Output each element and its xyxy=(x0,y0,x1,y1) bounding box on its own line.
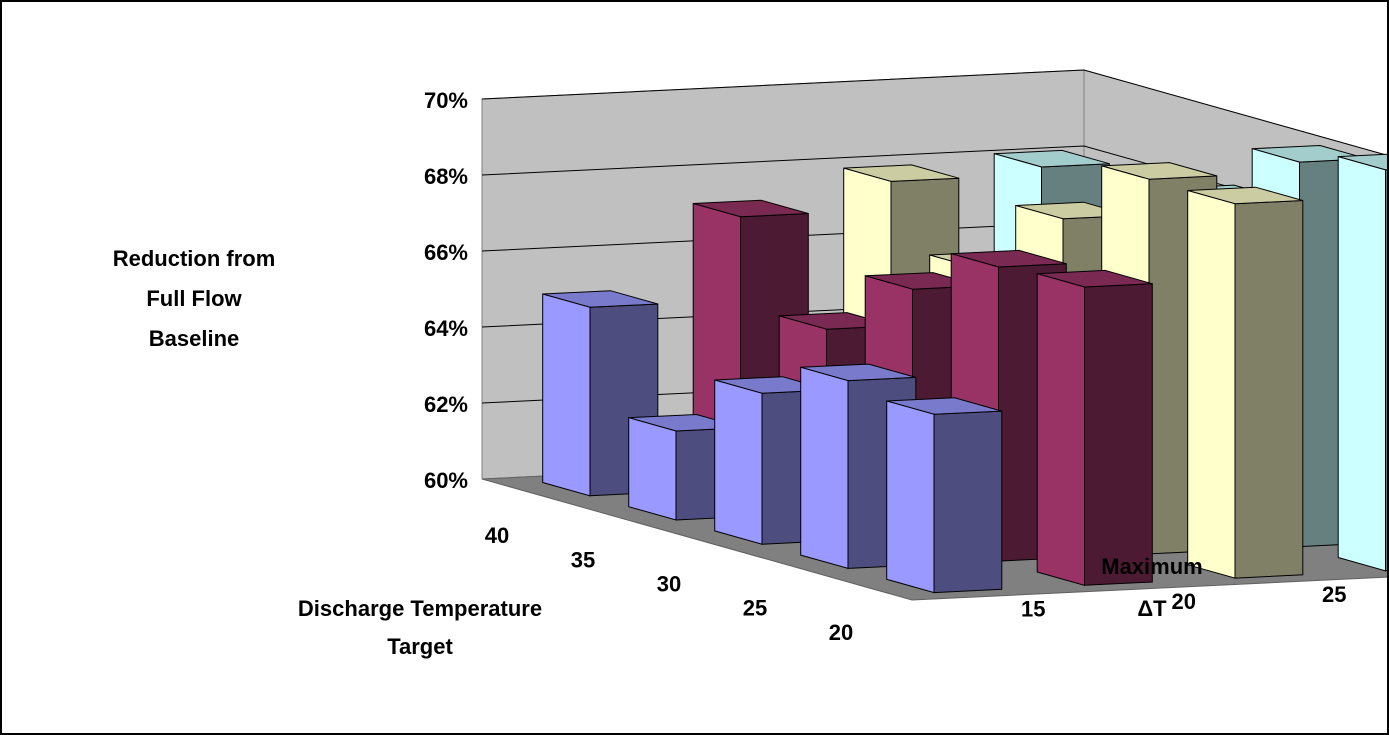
bar-20-dt-20 xyxy=(1037,270,1152,585)
bar-front xyxy=(629,418,676,520)
depth-tick-label: 25 xyxy=(1322,582,1346,607)
depth-tick-label: 20 xyxy=(1172,589,1196,614)
bar-front xyxy=(715,380,762,544)
y-tick-label: 60% xyxy=(424,468,468,493)
y-tick-label: 70% xyxy=(424,88,468,113)
bar-20-dt-25 xyxy=(1188,187,1303,578)
bar-side xyxy=(934,411,1002,592)
bar-front xyxy=(887,401,934,593)
x-axis-title-line: Discharge Temperature xyxy=(298,596,542,621)
bar-side xyxy=(1235,201,1303,579)
y-axis-title: Reduction from Full Flow Baseline xyxy=(113,246,276,351)
x-tick-label: 25 xyxy=(743,596,767,621)
x-axis-title-line: Target xyxy=(387,634,453,659)
bar-20-dt-15 xyxy=(887,398,1002,593)
y-axis-title-line: Full Flow xyxy=(146,286,242,311)
y-axis-title-line: Reduction from xyxy=(113,246,276,271)
bar-side xyxy=(1085,284,1153,586)
bar-front xyxy=(801,367,848,568)
bar-front xyxy=(1338,157,1385,571)
bar-front xyxy=(543,294,590,496)
x-axis-title: Discharge Temperature Target xyxy=(298,596,542,659)
y-tick-label: 68% xyxy=(424,164,468,189)
depth-tick-label: 15 xyxy=(1021,596,1045,621)
x-tick-label: 30 xyxy=(657,572,681,597)
bar-20-dt-30 xyxy=(1338,153,1387,571)
bar-front xyxy=(1037,274,1084,586)
y-axis-title-line: Baseline xyxy=(149,326,240,351)
depth-axis-title-line: ΔT xyxy=(1137,596,1167,621)
x-tick-label: 20 xyxy=(829,620,853,645)
bar-front xyxy=(1188,191,1235,579)
y-tick-label: 66% xyxy=(424,240,468,265)
depth-axis-title-line: Maximum xyxy=(1101,554,1202,579)
x-tick-label: 35 xyxy=(571,547,595,572)
y-tick-label: 62% xyxy=(424,392,468,417)
x-tick-label: 40 xyxy=(485,523,509,548)
y-tick-label: 64% xyxy=(424,316,468,341)
